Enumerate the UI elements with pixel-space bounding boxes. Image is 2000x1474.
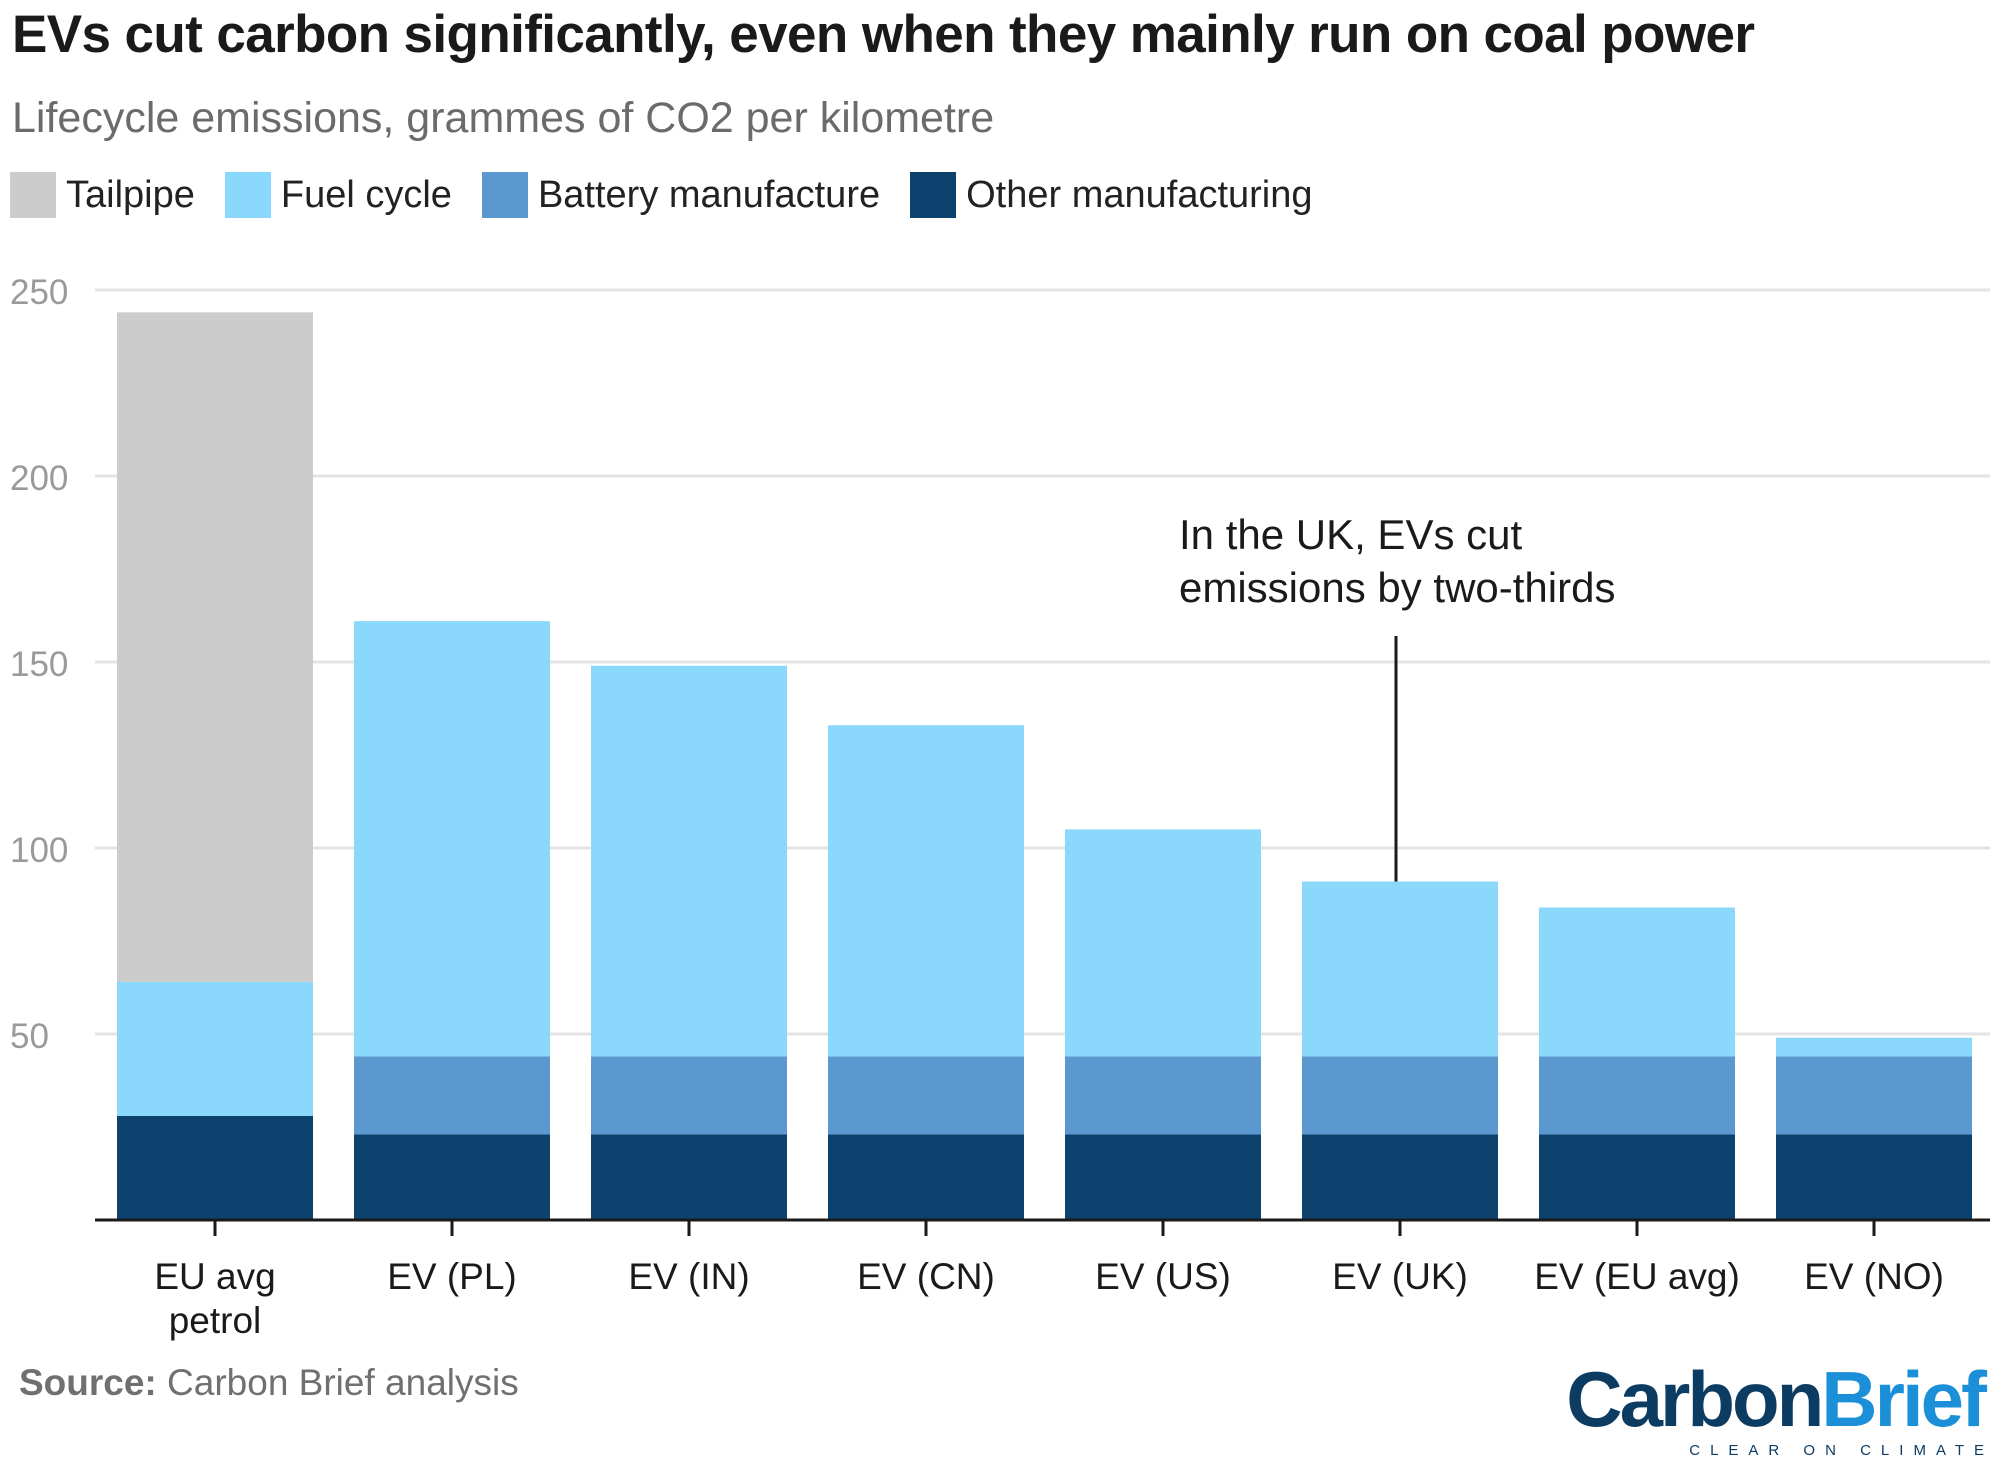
y-tick-label: 100 [10, 831, 68, 870]
x-tick-label: EV (UK) [1332, 1256, 1468, 1297]
legend-label-fuel-cycle: Fuel cycle [280, 173, 452, 216]
x-tick-label: EV (CN) [857, 1256, 995, 1297]
bar-segment [354, 1056, 550, 1135]
legend-item-other-manufacturing: Other manufacturing [910, 172, 1313, 218]
bar-segment [1065, 1056, 1261, 1135]
legend-swatch-battery-manufacture [481, 172, 528, 218]
x-tick-label: EU avg [154, 1256, 275, 1297]
chart-title: EVs cut carbon significantly, even when … [12, 5, 1755, 64]
bar-segment [117, 312, 313, 982]
x-tick-label: EV (PL) [387, 1256, 517, 1297]
legend: Tailpipe Fuel cycle Battery manufacture … [10, 171, 1343, 219]
bar-segment [1776, 1134, 1972, 1220]
source-label: Source: [19, 1362, 157, 1403]
x-tick-label: EV (IN) [628, 1256, 749, 1297]
legend-swatch-tailpipe [10, 172, 56, 218]
bar-segment [1302, 881, 1498, 1057]
bar-segment [1539, 907, 1735, 1057]
legend-label-tailpipe: Tailpipe [66, 173, 195, 216]
x-tick-label: EV (EU avg) [1534, 1256, 1740, 1297]
bar-segment [1065, 1134, 1261, 1220]
source-text: Carbon Brief analysis [167, 1362, 519, 1403]
bar-segment [828, 725, 1024, 1057]
bar-segment [1302, 1056, 1498, 1135]
legend-swatch-other-manufacturing [910, 172, 957, 218]
legend-label-other-manufacturing: Other manufacturing [966, 173, 1313, 216]
bar-segment [1776, 1056, 1972, 1135]
logo-brief-text: Brief [1821, 1355, 1987, 1443]
carbon-brief-logo: CarbonBrief CLEAR ON CLIMATE [1566, 1360, 1987, 1459]
bar-segment [591, 1134, 787, 1220]
y-tick-label: 50 [10, 1017, 49, 1056]
annotation-text: emissions by two-thirds [1179, 564, 1615, 611]
legend-item-fuel-cycle: Fuel cycle [224, 172, 452, 218]
bar-segment [354, 621, 550, 1057]
legend-label-battery-manufacture: Battery manufacture [537, 173, 881, 216]
chart-subtitle: Lifecycle emissions, grammes of CO2 per … [12, 94, 995, 142]
bar-segment [117, 981, 313, 1116]
y-tick-label: 250 [10, 273, 68, 312]
x-tick-label: EV (NO) [1804, 1256, 1944, 1297]
legend-item-tailpipe: Tailpipe [10, 172, 195, 218]
x-tick-label: EV (US) [1095, 1256, 1231, 1297]
bar-segment [1539, 1056, 1735, 1135]
legend-item-battery-manufacture: Battery manufacture [481, 172, 881, 218]
bar-segment [591, 1056, 787, 1135]
bar-segment [1065, 829, 1261, 1057]
bar-segment [354, 1134, 550, 1220]
bar-segment [1539, 1134, 1735, 1220]
bar-segment [828, 1134, 1024, 1220]
y-tick-label: 200 [10, 459, 68, 498]
source-note: Source: Carbon Brief analysis [19, 1362, 519, 1404]
x-tick-label: petrol [169, 1300, 262, 1341]
bar-segment [117, 1115, 313, 1220]
logo-wordmark: CarbonBrief [1566, 1360, 1987, 1438]
y-tick-label: 150 [10, 645, 68, 684]
logo-tagline: CLEAR ON CLIMATE [1689, 1442, 1994, 1459]
bar-segment [591, 665, 787, 1057]
bar-segment [828, 1056, 1024, 1135]
legend-swatch-fuel-cycle [224, 172, 271, 218]
bar-segment [1776, 1037, 1972, 1057]
annotation-text: In the UK, EVs cut [1179, 511, 1522, 558]
logo-carbon-text: Carbon [1566, 1355, 1824, 1443]
bar-segment [1302, 1134, 1498, 1220]
